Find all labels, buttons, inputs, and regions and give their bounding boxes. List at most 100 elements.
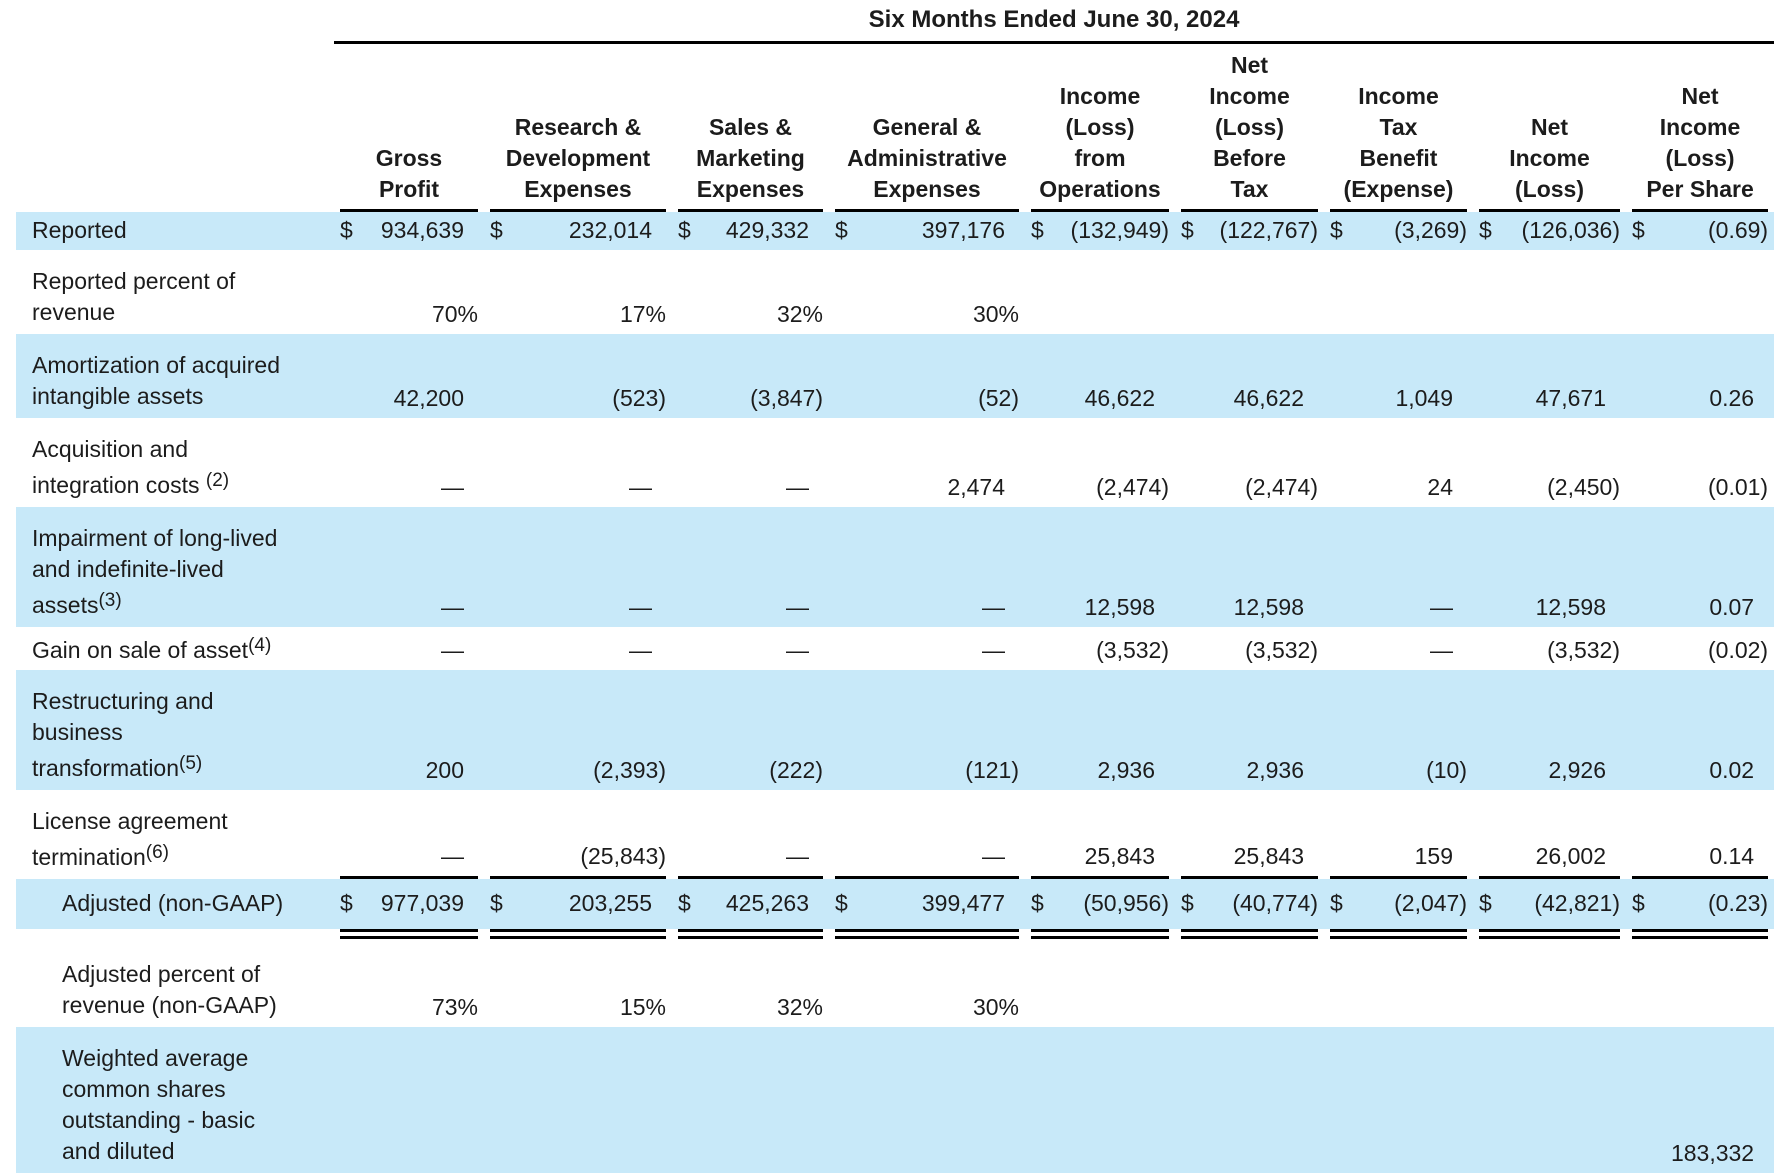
table-header-row: Gross Profit Research & Development Expenses… [16, 43, 1774, 212]
value-cell: $ (2,047) [1324, 879, 1473, 929]
currency-symbol: $ [678, 890, 691, 916]
cell-value: — [441, 843, 464, 869]
value-cell: 200 [334, 670, 484, 790]
value-cell: — [334, 418, 484, 507]
value-cell: $977,039 [334, 879, 484, 929]
value-cell [1324, 1027, 1473, 1173]
value-box: (0.01) [1632, 472, 1768, 507]
cell-value: — [786, 843, 809, 869]
row-label-line: Adjusted (non-GAAP) [62, 890, 284, 916]
value-box [678, 1169, 823, 1173]
double-rule-cell [1626, 929, 1774, 943]
row-label-line: integration costs (2) [32, 470, 230, 498]
cell-value: 0.02 [1709, 757, 1755, 783]
value-box: — [835, 592, 1019, 627]
currency-symbol: $ [1479, 217, 1492, 243]
row-label: Acquisition and integration costs (2) [16, 418, 334, 507]
table-row: Impairment of long-lived and indefinite-l… [16, 507, 1774, 627]
value-cell: $ (42,821) [1473, 879, 1626, 929]
row-label-line: revenue (non-GAAP) [62, 992, 277, 1018]
value-cell [1175, 1027, 1324, 1173]
value-cell [1025, 1027, 1175, 1173]
value-cell: (2,474) [1025, 418, 1175, 507]
cell-value: 46,622 [1233, 385, 1304, 411]
value-box: $977,039 [340, 879, 478, 929]
value-box: (2,474) [1181, 472, 1318, 507]
value-cell: (3,532) [1175, 627, 1324, 670]
value-cell: 2,926 [1473, 670, 1626, 790]
value-cell: 12,598 [1175, 507, 1324, 627]
value-cell [1175, 250, 1324, 334]
cell-value: — [629, 637, 652, 663]
value-box [490, 1169, 666, 1173]
column-header-line: (Loss) [1065, 114, 1135, 140]
row-label: Adjusted percent of revenue (non-GAAP) [16, 943, 334, 1027]
value-box: $429,332 [678, 215, 823, 250]
cell-value: 30% [972, 994, 1019, 1020]
value-box: — [835, 841, 1019, 879]
value-box: 2,474 [835, 472, 1019, 507]
double-rule-cell [484, 929, 672, 943]
column-header-line: Income [1059, 83, 1141, 109]
value-box: (2,474) [1031, 472, 1169, 507]
column-header-cell: General & Administrative Expenses [829, 43, 1025, 212]
value-box: (2,450) [1479, 472, 1620, 507]
row-label-cell: Impairment of long-lived and indefinite-l… [16, 507, 334, 627]
double-underline [1479, 929, 1620, 939]
value-box: 1,049 [1330, 383, 1467, 418]
column-header: General & Administrative Expenses [835, 106, 1019, 212]
double-underline [1330, 929, 1467, 939]
value-cell: (25,843) [484, 790, 672, 879]
row-label: License agreement termination(6) [16, 790, 334, 879]
currency-symbol: $ [1181, 217, 1194, 243]
value-cell: 1,049 [1324, 334, 1473, 418]
value-box: (523) [490, 383, 666, 418]
value-box [340, 1169, 478, 1173]
value-cell: (0.01) [1626, 418, 1774, 507]
cell-value: (0.23) [1708, 890, 1769, 916]
cell-value: 12,598 [1084, 594, 1155, 620]
column-header-line: Income [1659, 114, 1741, 140]
value-cell: 2,474 [829, 418, 1025, 507]
footnote-marker: (2) [205, 470, 230, 491]
row-label-cell: Acquisition and integration costs (2) [16, 418, 334, 507]
value-cell: 159 [1324, 790, 1473, 879]
value-cell: (121) [829, 670, 1025, 790]
value-cell: — [1324, 507, 1473, 627]
value-cell: $397,176 [829, 212, 1025, 250]
value-box: 12,598 [1479, 592, 1620, 627]
currency-symbol: $ [490, 890, 503, 916]
column-header: Net Income (Loss) Before Tax [1181, 44, 1318, 212]
cell-value: 200 [425, 757, 464, 783]
cell-value: 2,936 [1097, 757, 1155, 783]
column-header-line: Per Share [1646, 176, 1754, 202]
column-header-cell: Net Income (Loss) Before Tax [1175, 43, 1324, 212]
value-box: — [340, 841, 478, 879]
column-header-cell: Research & Development Expenses [484, 43, 672, 212]
row-label-line: Impairment of long-lived [32, 525, 278, 551]
value-box [1181, 1169, 1318, 1173]
cell-value: (2,047) [1394, 890, 1467, 916]
value-box: 73% [340, 992, 478, 1027]
double-rule-cell [1324, 929, 1473, 943]
value-cell: 46,622 [1025, 334, 1175, 418]
cell-value: — [786, 474, 809, 500]
value-cell: (2,450) [1473, 418, 1626, 507]
double-underline [678, 929, 823, 939]
value-box: 30% [835, 992, 1019, 1027]
value-box: $203,255 [490, 879, 666, 929]
cell-value: 2,926 [1548, 757, 1606, 783]
value-cell [1324, 250, 1473, 334]
double-underline [1632, 929, 1769, 939]
value-box: — [490, 635, 666, 670]
value-box: 46,622 [1181, 383, 1318, 418]
column-header-line: Tax [1379, 114, 1418, 140]
value-box: — [1330, 635, 1467, 670]
value-box: 0.26 [1632, 383, 1768, 418]
value-box: — [835, 635, 1019, 670]
value-box: — [340, 635, 478, 670]
value-cell: (222) [672, 670, 829, 790]
value-cell: 2,936 [1175, 670, 1324, 790]
value-box: — [340, 472, 478, 507]
value-cell: (3,847) [672, 334, 829, 418]
